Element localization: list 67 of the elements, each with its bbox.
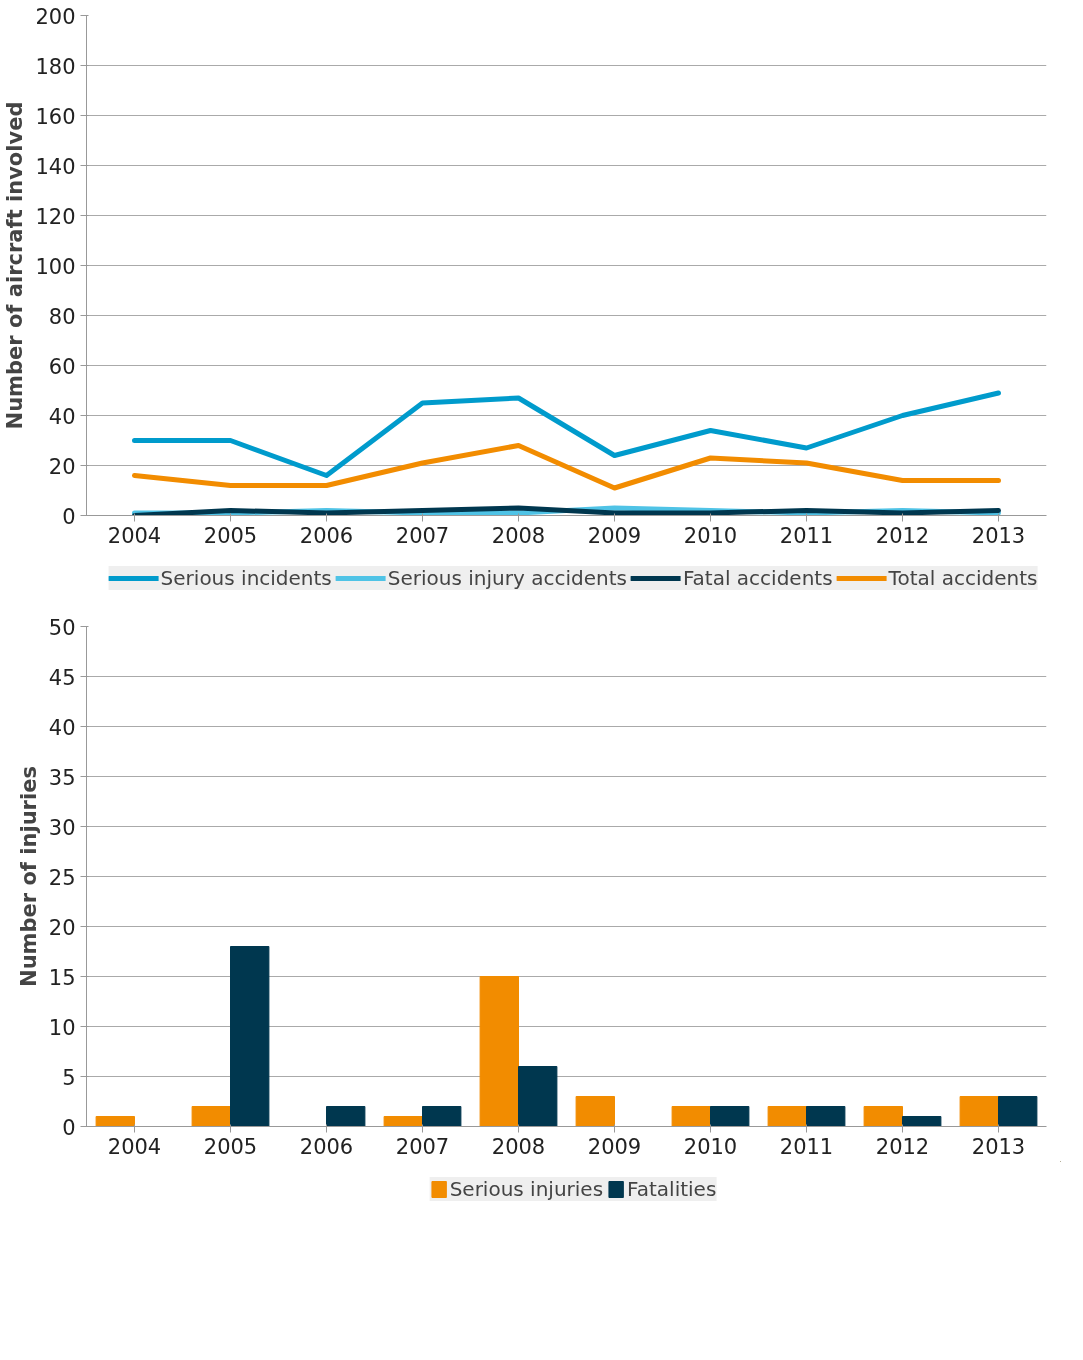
x-tick-label: 2007 — [395, 523, 450, 548]
legend-label: Fatal accidents — [682, 566, 833, 590]
y-tick-label: 40 — [48, 715, 76, 740]
bar — [575, 1096, 615, 1127]
x-tick-label: 2011 — [779, 1134, 834, 1159]
bar — [479, 976, 519, 1127]
y-tick-label: 180 — [35, 54, 76, 79]
y-tick-label: 50 — [48, 615, 76, 640]
bar — [710, 1106, 750, 1127]
x-tick-label: 2010 — [683, 523, 738, 548]
y-tick-label: 45 — [48, 665, 76, 690]
x-tick-label: 2009 — [587, 1134, 642, 1159]
y-tick-label: 200 — [35, 4, 76, 29]
legend-label: Serious injuries — [449, 1177, 604, 1201]
y-tick-label: 15 — [48, 965, 76, 990]
y-axis-title: Number of aircraft involved — [3, 101, 28, 430]
bar — [95, 1116, 135, 1127]
x-tick-label: 2013 — [971, 1134, 1026, 1159]
bar — [326, 1106, 366, 1127]
y-tick-label: 140 — [35, 154, 76, 179]
y-tick-label: 100 — [35, 254, 76, 279]
bar — [422, 1106, 462, 1127]
y-tick-label: 10 — [48, 1015, 76, 1040]
legend-label: Fatalities — [627, 1177, 717, 1201]
x-tick-label: 2007 — [395, 1134, 450, 1159]
y-tick-label: 0 — [62, 1115, 76, 1140]
bar — [671, 1106, 711, 1127]
bar — [998, 1096, 1038, 1127]
x-tick-label: 2011 — [779, 523, 834, 548]
bar — [191, 1106, 231, 1127]
x-tick-label: 2006 — [299, 1134, 354, 1159]
bar — [806, 1106, 846, 1127]
x-tick-label: 2008 — [491, 1134, 546, 1159]
y-tick-label: 35 — [48, 765, 76, 790]
bar — [767, 1106, 807, 1127]
x-tick-label: 2012 — [875, 523, 930, 548]
x-tick-label: 2005 — [203, 1134, 258, 1159]
y-tick-label: 60 — [48, 354, 76, 379]
bar — [902, 1116, 942, 1127]
y-tick-label: 120 — [35, 204, 76, 229]
y-axis-title: Number of injuries — [16, 766, 41, 987]
legend-label: Total accidents — [888, 566, 1038, 590]
y-tick-label: 40 — [48, 404, 76, 429]
y-tick-label: 5 — [62, 1065, 76, 1090]
y-tick-label: 20 — [48, 915, 76, 940]
y-tick-label: 0 — [62, 504, 76, 529]
x-tick-label: 2004 — [107, 523, 162, 548]
x-tick-label: 2012 — [875, 1134, 930, 1159]
y-tick-label: 160 — [35, 104, 76, 129]
legend-label: Serious incidents — [160, 566, 332, 590]
legend-label: Serious injury accidents — [387, 566, 627, 590]
bar — [863, 1106, 903, 1127]
x-tick-label: 2006 — [299, 523, 354, 548]
y-tick-label: 20 — [48, 454, 76, 479]
x-tick-label: 2010 — [683, 1134, 738, 1159]
y-tick-label: 30 — [48, 815, 76, 840]
x-tick-label: 2009 — [587, 523, 642, 548]
bar — [518, 1066, 558, 1127]
y-tick-label: 25 — [48, 865, 76, 890]
bar — [383, 1116, 423, 1127]
bar — [230, 946, 270, 1127]
x-tick-label: 2004 — [107, 1134, 162, 1159]
x-tick-label: 2013 — [971, 523, 1026, 548]
y-tick-label: 80 — [48, 304, 76, 329]
x-tick-label: 2008 — [491, 523, 546, 548]
bar — [959, 1096, 999, 1127]
x-tick-label: 2005 — [203, 523, 258, 548]
